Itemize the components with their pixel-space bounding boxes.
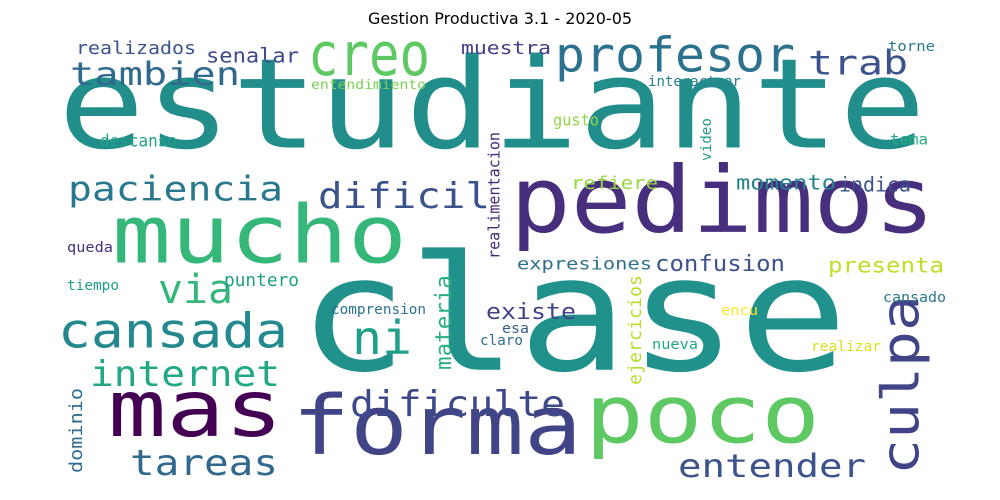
word-video: video — [699, 118, 715, 161]
word-cansado: cansado — [883, 290, 946, 306]
word-descanso: descanso — [100, 131, 177, 151]
word-tema: tema — [890, 131, 928, 149]
word-momento: momento — [736, 171, 836, 195]
word-queda: queda — [67, 240, 113, 256]
word-presenta: presenta — [828, 253, 944, 277]
word-trab: trab — [808, 44, 908, 84]
word-entendimiento: entendimiento — [311, 78, 426, 93]
word-culpa: culpa — [872, 295, 932, 475]
word-realimentacion: realimentacion — [484, 132, 503, 259]
word-interactuar: interactuar — [648, 74, 741, 90]
word-via: via — [158, 267, 233, 313]
chart-title: Gestion Productiva 3.1 - 2020-05 — [367, 9, 633, 28]
word-poco: poco — [585, 368, 820, 461]
word-dificil: dificil — [318, 176, 490, 217]
word-expresiones: expresiones — [517, 254, 652, 274]
word-nueva: nueva — [652, 337, 698, 353]
word-torne: torne — [888, 39, 935, 55]
word-ni: ni — [352, 311, 412, 365]
word-clase: clase — [298, 221, 848, 408]
word-realizados: realizados — [76, 38, 196, 59]
word-dominio: dominio — [66, 388, 87, 473]
word-paciencia: paciencia — [68, 170, 283, 210]
word-refiere: refiere — [571, 173, 658, 194]
word-materia: materia — [432, 275, 457, 370]
word-existe: existe — [486, 300, 576, 325]
word-tiempo: tiempo — [67, 278, 119, 294]
word-muestra: muestra — [461, 38, 551, 59]
word-mucho: mucho — [112, 188, 407, 281]
word-profesor: profesor — [555, 27, 795, 83]
word-confusion: confusion — [655, 252, 785, 277]
word-entender: entender — [678, 447, 866, 485]
word-pedimos: pedimos — [510, 147, 935, 254]
word-cansada: cansada — [58, 303, 288, 359]
word-tambien: tambien — [70, 55, 240, 93]
word-creo: creo — [308, 20, 430, 90]
word-puntero: puntero — [224, 270, 299, 291]
word-estudiante: estudiante — [58, 33, 926, 178]
word-dificulte: dificulte — [350, 384, 565, 425]
word-comprension: comprension — [331, 302, 426, 318]
word-mas: mas — [108, 365, 283, 455]
word-internet: internet — [90, 354, 280, 395]
word-forma: forma — [292, 379, 582, 474]
word-indica: indica — [839, 173, 911, 197]
word-realizar: realizar — [811, 339, 881, 355]
word-claro: claro — [480, 333, 523, 349]
word-senalar: senalar — [206, 44, 299, 68]
word-tareas: tareas — [130, 443, 278, 484]
word-esa: esa — [502, 321, 529, 337]
word-encu: encu — [721, 303, 758, 319]
word-gusto: gusto — [553, 110, 599, 129]
word-ejercicios: ejercicios — [625, 275, 646, 385]
